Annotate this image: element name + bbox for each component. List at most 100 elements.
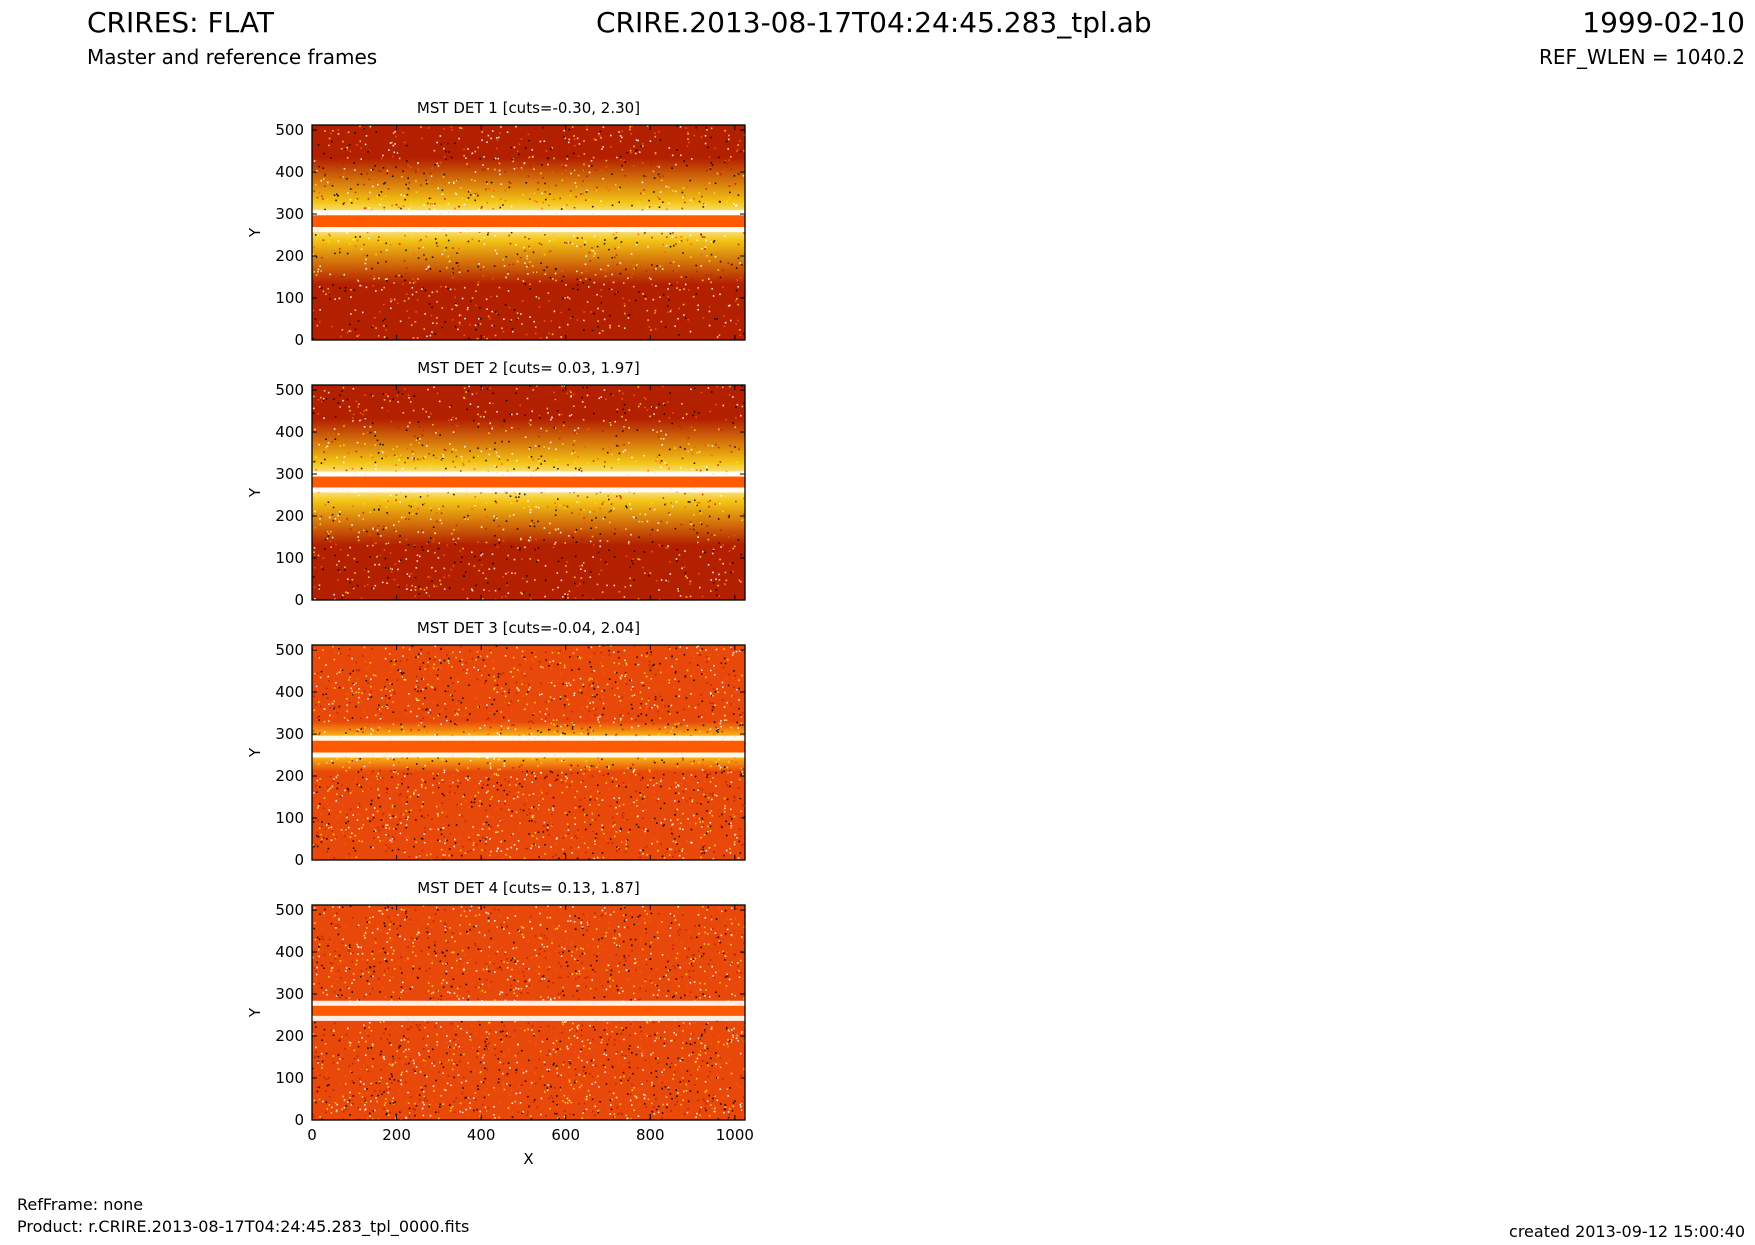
noise-pixel	[496, 411, 498, 413]
noise-pixel	[536, 391, 538, 394]
noise-pixel	[408, 421, 411, 424]
noise-pixel	[474, 171, 477, 173]
noise-pixel	[395, 203, 398, 206]
noise-pixel	[410, 401, 412, 403]
noise-pixel	[381, 157, 383, 160]
noise-pixel	[550, 846, 552, 848]
noise-pixel	[389, 671, 392, 673]
noise-pixel	[426, 335, 428, 338]
noise-pixel	[367, 198, 370, 200]
noise-pixel	[411, 177, 414, 179]
noise-pixel	[415, 697, 418, 700]
noise-pixel	[643, 795, 646, 798]
noise-pixel	[737, 857, 740, 859]
noise-pixel	[606, 766, 608, 768]
noise-pixel	[429, 828, 432, 831]
noise-pixel	[554, 514, 557, 516]
noise-pixel	[662, 305, 665, 308]
noise-pixel	[392, 723, 395, 726]
noise-pixel	[418, 585, 420, 588]
noise-pixel	[706, 661, 708, 663]
noise-pixel	[456, 571, 458, 573]
noise-pixel	[584, 766, 586, 769]
noise-pixel	[340, 405, 343, 408]
noise-pixel	[440, 459, 443, 461]
noise-pixel	[500, 572, 503, 575]
noise-pixel	[554, 541, 557, 544]
noise-pixel	[649, 779, 652, 781]
noise-pixel	[600, 302, 603, 304]
noise-pixel	[493, 713, 496, 716]
noise-pixel	[647, 469, 649, 472]
noise-pixel	[382, 813, 385, 815]
noise-pixel	[487, 778, 490, 781]
noise-pixel	[414, 688, 416, 691]
noise-pixel	[356, 198, 359, 200]
noise-pixel	[463, 794, 466, 796]
noise-pixel	[314, 460, 317, 463]
noise-pixel	[507, 270, 510, 273]
noise-pixel	[505, 255, 508, 258]
noise-pixel	[481, 849, 484, 851]
noise-pixel	[456, 712, 458, 715]
noise-pixel	[500, 808, 503, 811]
noise-pixel	[362, 403, 365, 406]
noise-pixel	[673, 244, 675, 247]
noise-pixel	[343, 424, 346, 426]
noise-pixel	[668, 854, 671, 856]
noise-pixel	[495, 451, 498, 454]
noise-pixel	[471, 297, 474, 299]
noise-pixel	[382, 387, 385, 389]
noise-pixel	[359, 235, 361, 238]
noise-pixel	[592, 686, 595, 688]
noise-pixel	[596, 681, 598, 684]
noise-pixel	[598, 132, 600, 135]
noise-pixel	[339, 571, 341, 573]
noise-pixel	[467, 518, 469, 520]
noise-pixel	[551, 171, 554, 174]
noise-pixel	[592, 707, 595, 710]
noise-pixel	[471, 152, 474, 154]
noise-pixel	[714, 704, 716, 706]
noise-pixel	[397, 773, 399, 775]
noise-pixel	[697, 536, 699, 538]
noise-pixel	[461, 658, 463, 661]
noise-pixel	[314, 178, 317, 180]
noise-pixel	[639, 403, 642, 405]
noise-pixel	[665, 244, 668, 247]
noise-pixel	[401, 778, 403, 781]
noise-pixel	[689, 521, 692, 523]
noise-pixel	[688, 141, 690, 144]
noise-pixel	[379, 505, 381, 507]
noise-pixel	[725, 781, 727, 783]
noise-pixel	[469, 207, 472, 209]
noise-pixel	[598, 332, 601, 334]
noise-pixel	[627, 317, 630, 319]
noise-pixel	[440, 848, 443, 851]
noise-pixel	[471, 588, 473, 591]
noise-pixel	[662, 243, 665, 246]
noise-pixel	[742, 153, 744, 155]
noise-pixel	[352, 586, 354, 589]
noise-pixel	[723, 404, 726, 407]
noise-pixel	[430, 518, 432, 521]
noise-pixel	[406, 448, 408, 450]
noise-pixel	[520, 313, 522, 315]
noise-pixel	[563, 136, 566, 138]
noise-pixel	[676, 711, 679, 714]
noise-pixel	[575, 185, 578, 188]
noise-pixel	[387, 542, 390, 544]
noise-pixel	[519, 822, 521, 825]
noise-pixel	[552, 796, 555, 799]
noise-pixel	[554, 272, 557, 275]
noise-pixel	[441, 811, 444, 814]
noise-pixel	[314, 234, 317, 236]
noise-pixel	[713, 405, 716, 408]
noise-pixel	[435, 432, 437, 434]
noise-pixel	[552, 805, 555, 807]
noise-pixel	[520, 167, 523, 169]
noise-pixel	[596, 186, 598, 189]
noise-pixel	[520, 540, 523, 543]
noise-pixel	[719, 544, 721, 546]
noise-pixel	[314, 653, 317, 655]
